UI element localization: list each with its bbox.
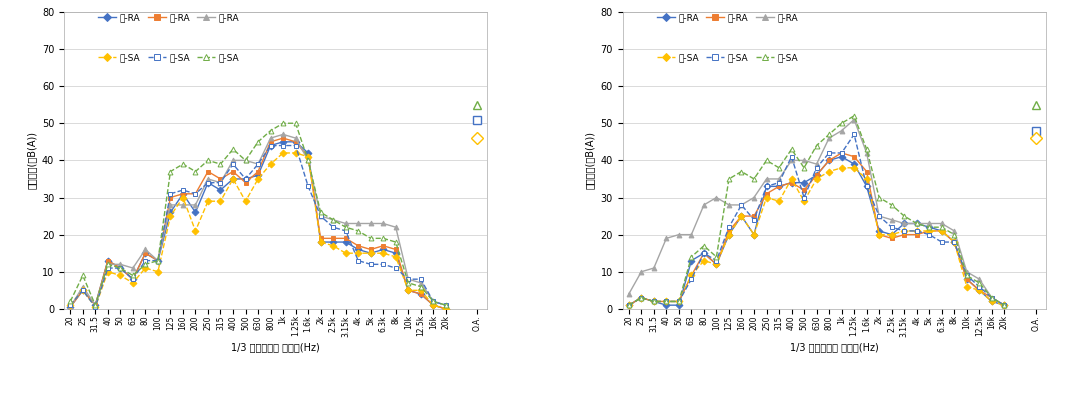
Legend: 소-SA, 중-SA, 대-SA: 소-SA, 중-SA, 대-SA — [98, 53, 239, 63]
Y-axis label: 음압레벨(디B(A)): 음압레벨(디B(A)) — [585, 131, 595, 189]
X-axis label: 1/3 옥타브밴드 주파수(Hz): 1/3 옥타브밴드 주파수(Hz) — [790, 342, 878, 352]
X-axis label: 1/3 옥타브밴드 주파수(Hz): 1/3 옥타브밴드 주파수(Hz) — [232, 342, 320, 352]
Legend: 소-SA, 중-SA, 대-SA: 소-SA, 중-SA, 대-SA — [656, 53, 798, 63]
Y-axis label: 음압레벨(디B(A)): 음압레벨(디B(A)) — [27, 131, 36, 189]
